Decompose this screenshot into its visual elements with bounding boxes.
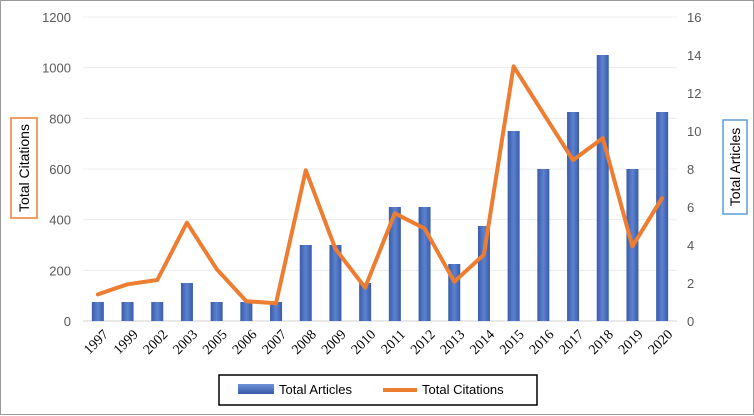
x-tick-label: 2017	[557, 327, 587, 357]
citations-point-2011	[393, 211, 397, 215]
citations-point-1999	[126, 282, 130, 286]
right-tick-label: 12	[687, 86, 701, 101]
bar-2007	[270, 302, 283, 321]
right-axis-title-box	[722, 119, 748, 215]
x-tick-label: 2007	[260, 327, 290, 357]
bar-series-total-articles	[91, 55, 669, 321]
x-tick-label: 2018	[586, 327, 616, 357]
bar-2010	[359, 283, 372, 321]
left-tick-label: 400	[49, 213, 71, 228]
left-tick-label: 1200	[42, 10, 71, 25]
citations-point-1997	[96, 292, 100, 296]
citations-point-2002	[155, 278, 159, 282]
x-tick-label: 2015	[497, 327, 527, 357]
citations-point-2008	[304, 168, 308, 172]
x-tick-label: 2005	[200, 327, 230, 357]
legend-swatch-total-articles	[238, 384, 274, 394]
x-tick-label: 2006	[230, 327, 260, 357]
right-tick-label: 16	[687, 10, 701, 25]
citations-point-2007	[274, 301, 278, 305]
bar-2017	[567, 112, 580, 321]
right-tick-label: 0	[687, 314, 694, 329]
right-tick-label: 6	[687, 200, 694, 215]
bar-2008	[299, 245, 312, 321]
x-tick-label: 2020	[646, 327, 676, 357]
left-axis-ticks: 0 200 400 600 800 1000 1200	[42, 10, 71, 329]
right-tick-label: 4	[687, 238, 694, 253]
x-tick-label: 2008	[289, 327, 319, 357]
bar-2003	[180, 283, 193, 321]
left-tick-label: 200	[49, 263, 71, 278]
x-tick-label: 2002	[141, 327, 171, 357]
right-tick-label: 14	[687, 48, 701, 63]
x-tick-label: 2019	[616, 327, 646, 357]
right-axis-title: Total Articles	[727, 128, 743, 207]
x-tick-label: 1997	[81, 327, 111, 357]
citations-point-2015	[512, 64, 516, 68]
gridlines	[83, 16, 677, 322]
bar-2018	[596, 55, 609, 321]
bar-2002	[151, 302, 164, 321]
right-tick-label: 2	[687, 276, 694, 291]
bar-2015	[507, 131, 520, 321]
left-tick-label: 0	[64, 314, 71, 329]
bar-2011	[388, 207, 401, 321]
bar-2020	[656, 112, 669, 321]
legend-label-total-citations: Total Citations	[422, 382, 504, 397]
bar-2006	[240, 302, 253, 321]
citations-point-2014	[482, 253, 486, 257]
x-tick-label: 1999	[111, 327, 141, 357]
citations-point-2018	[601, 136, 605, 140]
x-tick-label: 2014	[468, 327, 498, 357]
left-tick-label: 1000	[42, 61, 71, 76]
legend-label-total-articles: Total Articles	[279, 382, 352, 397]
bar-1999	[121, 302, 134, 321]
left-axis-title: Total Citations	[16, 124, 32, 212]
bar-2016	[537, 169, 550, 321]
line-series-total-citations	[95, 64, 665, 306]
citations-point-2005	[215, 267, 219, 271]
right-axis-ticks: 0 2 4 6 8 10 12 14 16	[687, 10, 701, 329]
x-axis-ticks: 1997 1999 2002 2003 2005 2006 2007 2008 2009 2010…	[81, 327, 676, 357]
legend: Total Articles Total Citations	[218, 374, 538, 406]
citations-point-2012	[423, 227, 427, 231]
citations-point-2009	[333, 247, 337, 251]
left-tick-label: 800	[49, 111, 71, 126]
citations-point-2019	[630, 244, 634, 248]
citations-point-2003	[185, 221, 189, 225]
bar-1997	[91, 302, 104, 321]
citations-point-2013	[452, 280, 456, 284]
bar-2009	[329, 245, 342, 321]
citations-point-2006	[244, 299, 248, 303]
citations-point-2017	[571, 158, 575, 162]
citations-point-2016	[541, 111, 545, 115]
citations-line	[95, 64, 665, 306]
citations-point-2010	[363, 286, 367, 290]
left-axis-title-box	[10, 117, 38, 219]
x-tick-label: 2003	[171, 327, 201, 357]
bar-2014	[477, 226, 490, 321]
x-tick-label: 2011	[379, 327, 409, 357]
x-tick-label: 2013	[438, 327, 468, 357]
right-tick-label: 8	[687, 162, 694, 177]
x-tick-label: 2009	[319, 327, 349, 357]
x-tick-label: 2010	[349, 327, 379, 357]
right-tick-label: 10	[687, 124, 701, 139]
left-tick-label: 600	[49, 162, 71, 177]
x-tick-label: 2012	[408, 327, 438, 357]
x-tick-label: 2016	[527, 327, 557, 357]
citations-point-2020	[660, 196, 664, 200]
bar-2005	[210, 302, 223, 321]
